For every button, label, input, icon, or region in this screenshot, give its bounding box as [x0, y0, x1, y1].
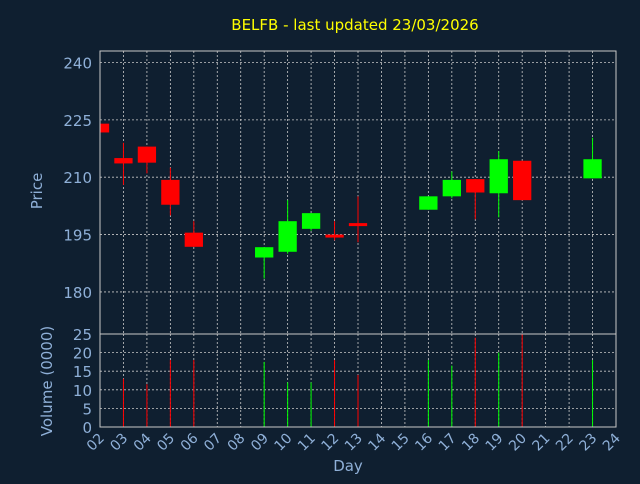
- volume-tick-label: 25: [73, 326, 92, 344]
- volume-plot-frame: [99, 333, 617, 428]
- candle-body: [442, 179, 461, 197]
- candle-body: [161, 179, 180, 205]
- price-tick-labels: 180 195 210 225 240: [63, 54, 92, 301]
- x-tick-label: 10: [272, 431, 296, 455]
- candle-body: [513, 160, 532, 201]
- volume-tick-label: 0: [82, 419, 92, 437]
- candle-body: [255, 247, 274, 258]
- price-tick-label: 210: [63, 169, 92, 187]
- volume-tick-label: 10: [73, 382, 92, 400]
- x-tick-label: 24: [600, 430, 624, 454]
- candle-body: [301, 213, 321, 229]
- volume-tick-label: 5: [82, 400, 92, 418]
- price-tick-label: 240: [63, 54, 92, 72]
- candle-body: [419, 196, 438, 210]
- x-tick-label: 17: [436, 431, 460, 455]
- x-tick-label: 22: [553, 431, 577, 455]
- candle-body: [325, 234, 344, 238]
- candle-body: [278, 221, 297, 252]
- price-axis-label: Price: [28, 173, 46, 210]
- x-tick-label: 08: [225, 431, 249, 455]
- x-tick-label: 23: [576, 431, 600, 455]
- x-tick-label: 14: [365, 430, 389, 454]
- price-tick-label: 225: [63, 112, 92, 130]
- x-tick-label: 07: [201, 431, 225, 455]
- x-tick-label: 21: [530, 431, 554, 455]
- price-tick-label: 195: [63, 227, 92, 245]
- candle-body: [489, 159, 508, 194]
- x-tick-label: 20: [506, 431, 530, 455]
- x-tick-label: 03: [107, 431, 131, 455]
- candle-body: [184, 232, 203, 247]
- x-tick-label: 16: [412, 430, 436, 454]
- candle-body: [114, 158, 133, 164]
- x-tick-label: 15: [389, 431, 413, 455]
- candle-body: [348, 223, 368, 227]
- candle-body: [583, 159, 602, 179]
- x-tick-label: 19: [483, 431, 507, 455]
- candle-body: [100, 123, 110, 133]
- volume-tick-label: 20: [73, 345, 92, 363]
- x-tick-label: 11: [295, 431, 319, 455]
- candle-body: [466, 179, 485, 193]
- x-tick-label: 18: [459, 431, 483, 455]
- x-axis-label: Day: [333, 457, 363, 475]
- plot-frames: [99, 50, 617, 428]
- x-tick-label: 06: [178, 430, 202, 454]
- volume-axis-label: Volume (0000): [38, 326, 56, 436]
- candles: [99, 123, 602, 279]
- volume-tick-label: 15: [73, 363, 92, 381]
- x-tick-label: 12: [318, 431, 342, 455]
- volume-bars: [122, 334, 594, 427]
- candle-body: [137, 146, 157, 163]
- x-tick-label: 04: [131, 430, 155, 454]
- chart-title: BELFB - last updated 23/03/2026: [231, 16, 478, 34]
- x-tick-labels: 02 03 04 05 06 07 08 09 10 11 12 13 14 15 16 17 18 19 20 21…: [84, 430, 624, 454]
- x-tick-label: 09: [248, 431, 272, 455]
- x-tick-label: 05: [154, 431, 178, 455]
- price-tick-label: 180: [63, 284, 92, 302]
- x-tick-label: 13: [342, 431, 366, 455]
